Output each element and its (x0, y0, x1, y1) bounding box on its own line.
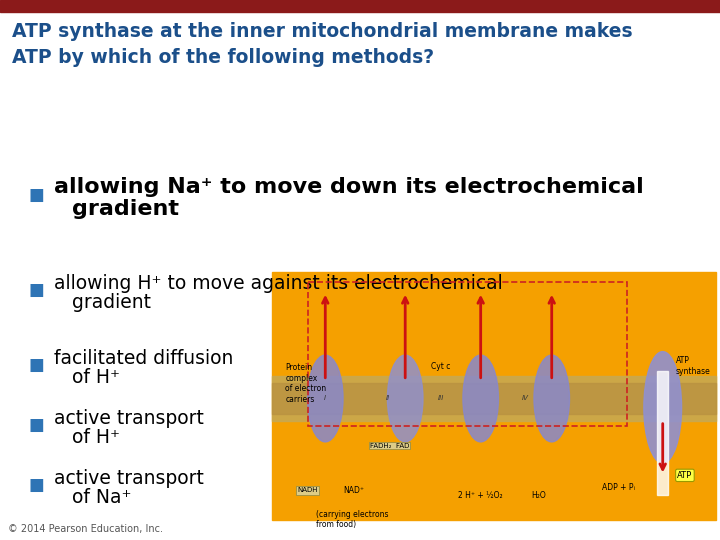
Text: gradient: gradient (72, 293, 151, 312)
Ellipse shape (463, 355, 498, 442)
Text: facilitated diffusion: facilitated diffusion (54, 349, 233, 368)
Text: allowing H⁺ to move against its electrochemical: allowing H⁺ to move against its electroc… (54, 274, 503, 293)
Ellipse shape (644, 352, 682, 463)
Text: gradient: gradient (72, 199, 179, 219)
Text: (carrying electrons
from food): (carrying electrons from food) (316, 510, 389, 530)
Text: ADP + Pᵢ: ADP + Pᵢ (602, 483, 635, 492)
Text: I: I (324, 395, 326, 401)
Text: ■: ■ (28, 356, 44, 374)
Text: of H⁺: of H⁺ (72, 428, 120, 447)
Text: ■: ■ (28, 476, 44, 494)
Bar (272, 383, 716, 414)
Text: II: II (385, 395, 390, 401)
Text: NADH: NADH (297, 487, 318, 493)
Text: ATP by which of the following methods?: ATP by which of the following methods? (12, 48, 434, 67)
Text: Protein
complex
of electron
carriers: Protein complex of electron carriers (285, 363, 326, 404)
Text: H₂O: H₂O (531, 491, 546, 500)
Ellipse shape (307, 355, 343, 442)
Text: ATP
synthase: ATP synthase (676, 356, 711, 376)
Bar (272, 272, 716, 520)
Text: III: III (438, 395, 444, 401)
Text: FADH₂  FAD: FADH₂ FAD (369, 443, 409, 449)
Text: ■: ■ (28, 186, 44, 204)
Text: IV: IV (522, 395, 528, 401)
Text: ATP: ATP (678, 471, 693, 480)
Text: ■: ■ (28, 281, 44, 299)
Text: allowing Na⁺ to move down its electrochemical: allowing Na⁺ to move down its electroche… (54, 177, 644, 197)
Bar (0, 0, 720, 12)
Bar (657, 371, 668, 495)
Text: of Na⁺: of Na⁺ (72, 488, 132, 507)
Text: of H⁺: of H⁺ (72, 368, 120, 387)
Text: ATP synthase at the inner mitochondrial membrane makes: ATP synthase at the inner mitochondrial … (12, 22, 633, 41)
Text: © 2014 Pearson Education, Inc.: © 2014 Pearson Education, Inc. (8, 524, 163, 534)
Text: 2 H⁺ + ½O₂: 2 H⁺ + ½O₂ (459, 491, 503, 500)
Ellipse shape (534, 355, 570, 442)
Text: NAD⁺: NAD⁺ (343, 486, 364, 495)
Text: ■: ■ (28, 416, 44, 434)
Ellipse shape (387, 355, 423, 442)
Bar (307, 282, 627, 426)
Text: active transport: active transport (54, 469, 204, 488)
Text: Cyt c: Cyt c (431, 362, 451, 371)
Bar (272, 376, 716, 421)
Text: active transport: active transport (54, 409, 204, 428)
